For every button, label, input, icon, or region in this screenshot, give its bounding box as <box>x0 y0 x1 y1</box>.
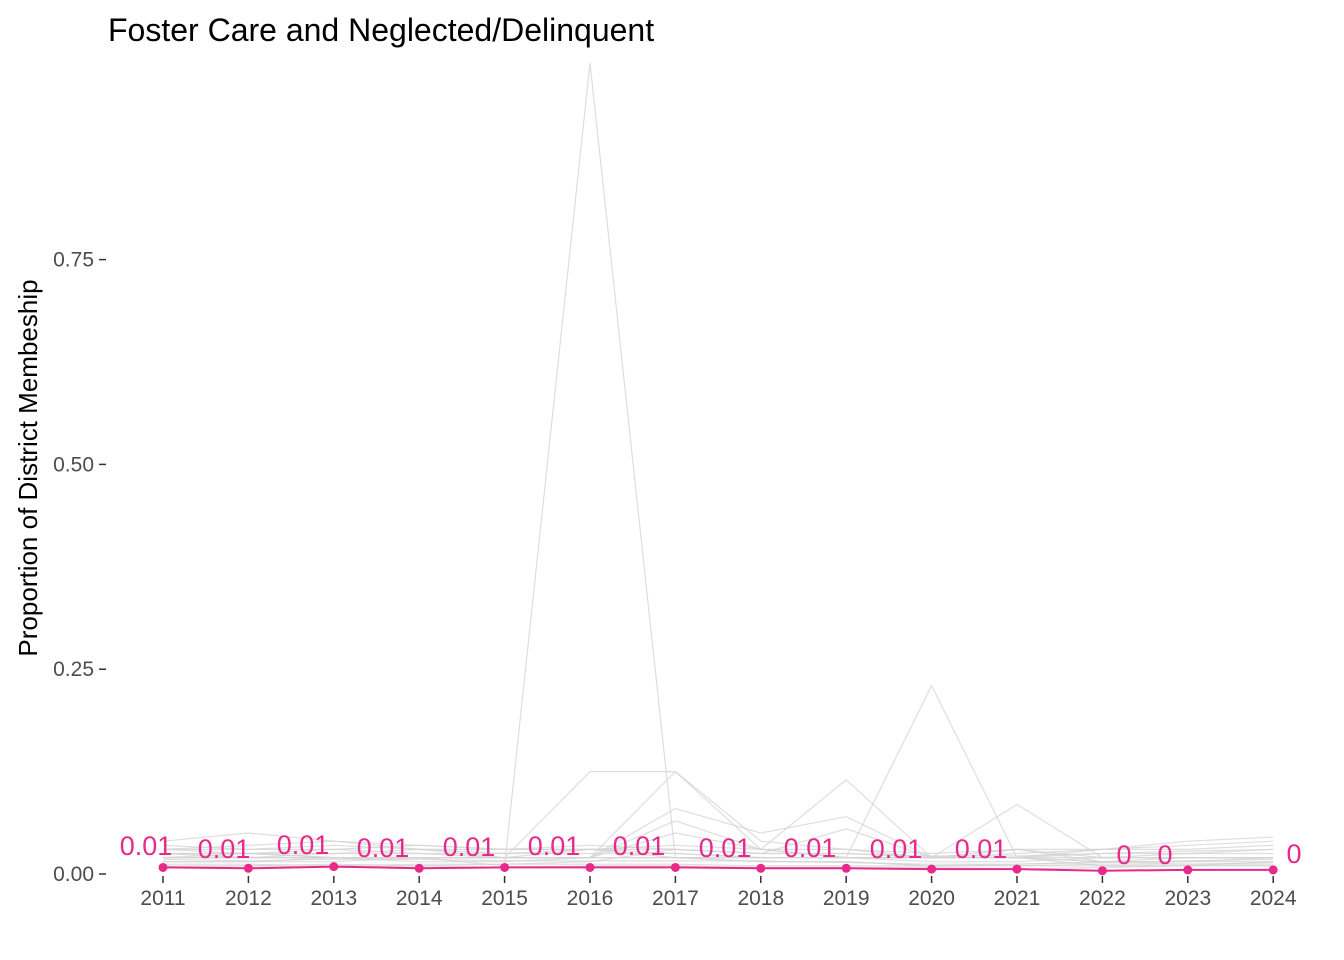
y-tick-label: 0.50 <box>53 453 94 476</box>
background-series-layer <box>162 62 1274 870</box>
x-tick-label: 2020 <box>908 887 955 910</box>
highlight-series-point <box>927 864 937 874</box>
highlight-series-point <box>1183 865 1193 875</box>
y-tick-label: 0.75 <box>53 249 94 272</box>
highlight-series-point <box>500 862 510 872</box>
highlight-series-point <box>1012 864 1022 874</box>
x-tick-label: 2013 <box>310 887 357 910</box>
data-label: 0.01 <box>357 833 410 863</box>
background-series-line-8 <box>163 62 1274 867</box>
data-label: 0.01 <box>198 834 251 864</box>
background-series-line-17 <box>163 844 1274 857</box>
highlight-series-point <box>670 862 680 872</box>
highlight-series-point <box>1097 866 1107 876</box>
axes-layer: 0.00 0.25 0.50 0.75 2011 2012 2013 2014 2015 2016… <box>53 249 1297 910</box>
data-label: 0.01 <box>870 834 923 864</box>
x-tick-label: 2023 <box>1164 887 1211 910</box>
data-label: 0.01 <box>699 833 752 863</box>
data-label: 0.01 <box>784 833 837 863</box>
x-tick-label: 2014 <box>396 887 443 910</box>
data-label: 0.01 <box>613 831 666 861</box>
data-label: 0 <box>1157 840 1172 870</box>
data-label: 0.01 <box>120 831 173 861</box>
highlight-series-point <box>841 863 851 873</box>
x-tick-label: 2018 <box>737 887 784 910</box>
highlight-series-point <box>585 862 595 872</box>
background-series-line-15 <box>162 858 1274 865</box>
y-tick-label: 0.00 <box>53 863 94 886</box>
highlight-series-point <box>414 863 424 873</box>
data-label: 0.01 <box>955 834 1008 864</box>
x-tick-label: 2019 <box>823 887 870 910</box>
data-label: 0 <box>1116 840 1131 870</box>
chart-title: Foster Care and Neglected/Delinquent <box>108 12 654 48</box>
highlight-series-line <box>162 865 1274 872</box>
highlight-series-point <box>158 862 168 872</box>
highlight-series-layer: 0.01 0.01 0.01 0.01 0.01 0.01 0.01 0.01 0.01 0.01… <box>120 830 1302 876</box>
y-tick-label: 0.25 <box>53 658 94 681</box>
x-tick-label: 2021 <box>994 887 1041 910</box>
highlight-series-point <box>243 863 253 873</box>
background-series-line-16 <box>163 861 1274 867</box>
data-label: 0.01 <box>528 831 581 861</box>
data-label: 0 <box>1286 839 1301 869</box>
data-label: 0.01 <box>443 832 496 862</box>
x-tick-label: 2017 <box>652 887 699 910</box>
highlight-series-point <box>329 862 339 872</box>
x-tick-label: 2016 <box>567 887 614 910</box>
x-tick-label: 2015 <box>481 887 528 910</box>
data-label: 0.01 <box>277 830 330 860</box>
x-tick-label: 2024 <box>1250 887 1297 910</box>
x-tick-label: 2012 <box>225 887 272 910</box>
highlight-series-point <box>756 863 766 873</box>
y-axis-title: Proportion of District Membeship <box>13 279 43 656</box>
x-tick-label: 2022 <box>1079 887 1126 910</box>
highlight-series-point <box>1268 865 1278 875</box>
x-tick-label: 2011 <box>140 887 185 910</box>
background-series-line-11 <box>163 779 1274 863</box>
background-series-line-14 <box>163 852 1274 859</box>
